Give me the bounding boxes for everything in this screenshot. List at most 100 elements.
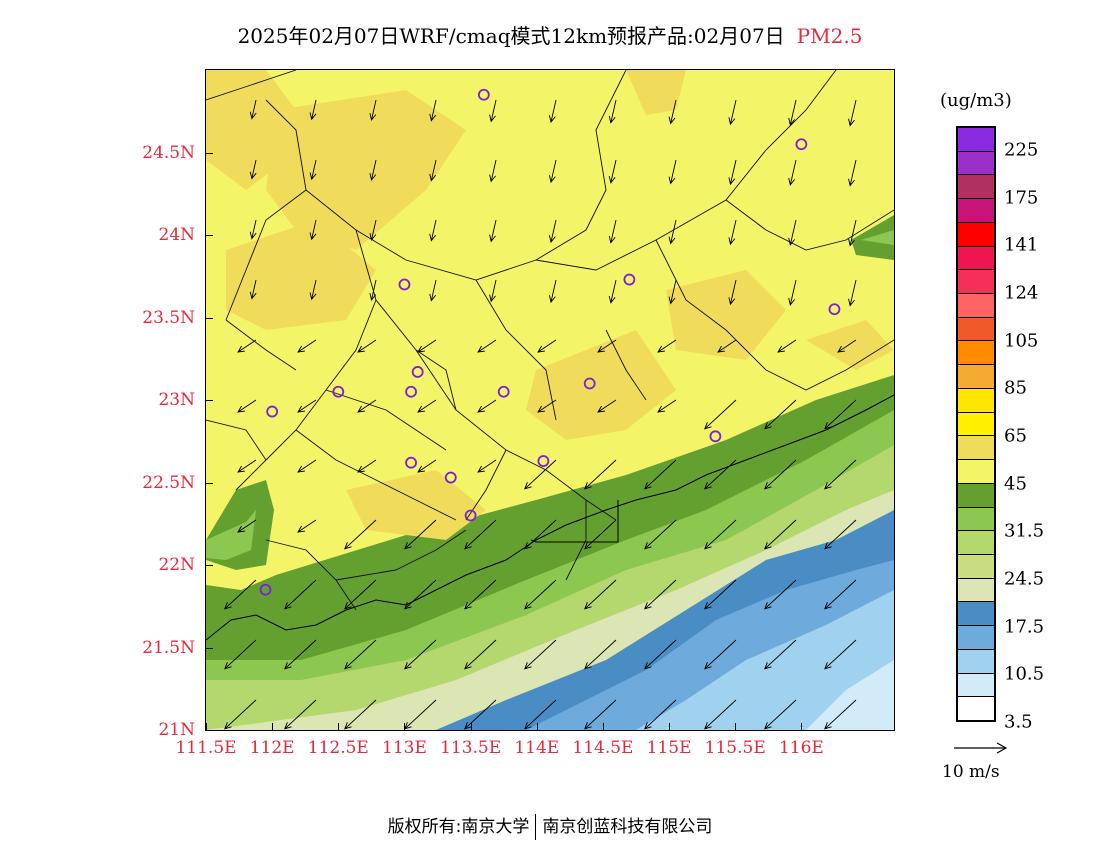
- footer-left: 版权所有:南京大学: [387, 817, 530, 837]
- wind-vector-53: [777, 339, 797, 353]
- wind-vector-7: [668, 99, 677, 125]
- station-marker-10: [266, 405, 279, 418]
- colorbar-tick-label: 65: [1004, 425, 1027, 447]
- boundary-line-11: [565, 500, 587, 581]
- colorbar-swatch: [958, 246, 994, 271]
- station-marker-15: [464, 509, 477, 522]
- colorbar-tick-label: 141: [1004, 234, 1039, 256]
- station-marker-16: [259, 583, 272, 596]
- wind-vector-58: [417, 399, 437, 413]
- wind-vector-88: [224, 579, 257, 610]
- station-marker-12: [405, 456, 417, 469]
- footer-separator: [535, 814, 537, 840]
- wind-vector-17: [608, 159, 617, 184]
- wind-vector-119: [764, 699, 797, 730]
- wind-vector-22: [249, 219, 257, 240]
- lon-label: 112.5E: [307, 738, 369, 758]
- wind-vector-69: [417, 459, 437, 473]
- pm25-45-east: [666, 270, 786, 360]
- wind-vector-89: [284, 579, 317, 610]
- colorbar-tick-label: 10.5: [1004, 663, 1045, 685]
- wind-vector-52: [717, 339, 737, 353]
- wind-vector-25: [429, 219, 437, 242]
- wind-vector-103: [464, 639, 497, 670]
- wind-vector-67: [297, 459, 317, 473]
- wind-vector-21: [848, 159, 857, 187]
- colorbar-swatch: [958, 128, 994, 152]
- boundary-line-16: [225, 319, 297, 371]
- boundary-line-7: [725, 199, 894, 251]
- map-panel: [205, 69, 895, 731]
- wind-vector-109: [824, 639, 857, 670]
- lon-tick: [669, 723, 671, 731]
- wind-vector-40: [668, 279, 677, 305]
- wind-vector-50: [597, 339, 617, 353]
- lon-tick: [735, 723, 737, 731]
- wind-vector-34: [309, 279, 317, 301]
- wind-vector-77: [237, 519, 257, 533]
- station-marker-6: [332, 385, 345, 398]
- pm25-band-7: [636, 590, 894, 730]
- boundary-line-4: [475, 279, 557, 421]
- colorbar-swatch: [958, 483, 994, 508]
- wind-vector-117: [644, 699, 677, 730]
- colorbar-swatch: [958, 222, 994, 247]
- lat-tick: [205, 730, 213, 731]
- boundary-line-2: [225, 189, 307, 321]
- boundary-line-13: [295, 429, 457, 521]
- pm25-map: [206, 70, 894, 730]
- wind-vector-93: [524, 579, 557, 610]
- wind-vector-65: [824, 399, 857, 430]
- colorbar: [956, 126, 996, 722]
- lat-tick: [205, 152, 213, 154]
- lat-tick: [205, 400, 213, 401]
- boundary-line-9: [415, 349, 457, 411]
- station-marker-3: [623, 273, 636, 286]
- wind-vector-43: [848, 279, 857, 307]
- colorbar-tick-label: 31.5: [1004, 520, 1045, 542]
- wind-vector-19: [728, 159, 737, 186]
- wind-vector-118: [704, 699, 737, 730]
- lon-tick: [536, 723, 538, 731]
- wind-vector-106: [644, 639, 677, 670]
- wind-vector-10: [848, 99, 857, 127]
- lon-tick: [404, 723, 406, 731]
- boundary-line-3: [355, 70, 627, 281]
- wind-vector-16: [548, 159, 557, 184]
- colorbar-swatch: [958, 649, 994, 674]
- wind-vector-33: [249, 279, 257, 300]
- colorbar-swatch: [958, 412, 994, 437]
- lon-label: 113E: [382, 738, 427, 758]
- wind-vector-102: [404, 639, 437, 670]
- colorbar-swatch: [958, 602, 994, 627]
- wind-vector-112: [344, 699, 377, 730]
- colorbar-swatch: [958, 460, 994, 484]
- lat-label: 21.5N: [142, 637, 195, 658]
- wind-vector-71: [524, 459, 557, 490]
- copyright-footer: 版权所有:南京大学 南京创蓝科技有限公司: [0, 812, 1100, 840]
- lon-tick: [801, 723, 803, 731]
- wind-vector-37: [489, 279, 497, 303]
- wind-vector-6: [608, 99, 617, 124]
- wind-vector-41: [728, 279, 737, 306]
- colorbar-tick-label: 124: [1004, 282, 1039, 304]
- wind-vector-68: [357, 459, 377, 473]
- wind-vector-56: [297, 399, 317, 413]
- station-marker-11: [709, 430, 722, 443]
- wind-vector-98: [824, 579, 857, 610]
- colorbar-swatch: [958, 436, 994, 461]
- colorbar-tick-label: 175: [1004, 187, 1039, 209]
- station-marker-2: [398, 278, 411, 291]
- wind-vector-97: [764, 579, 797, 610]
- wind-vector-120: [824, 699, 857, 730]
- lon-label: 114E: [514, 738, 560, 758]
- lat-tick: [205, 235, 213, 236]
- lon-tick: [272, 723, 274, 731]
- colorbar-tick-label: 17.5: [1004, 616, 1045, 638]
- wind-vector-104: [524, 639, 557, 670]
- colorbar-swatch: [958, 388, 994, 413]
- boundary-line-12: [325, 389, 447, 451]
- station-marker-14: [444, 471, 457, 484]
- lat-label: 24.5N: [142, 142, 195, 163]
- wind-vector-100: [284, 639, 317, 670]
